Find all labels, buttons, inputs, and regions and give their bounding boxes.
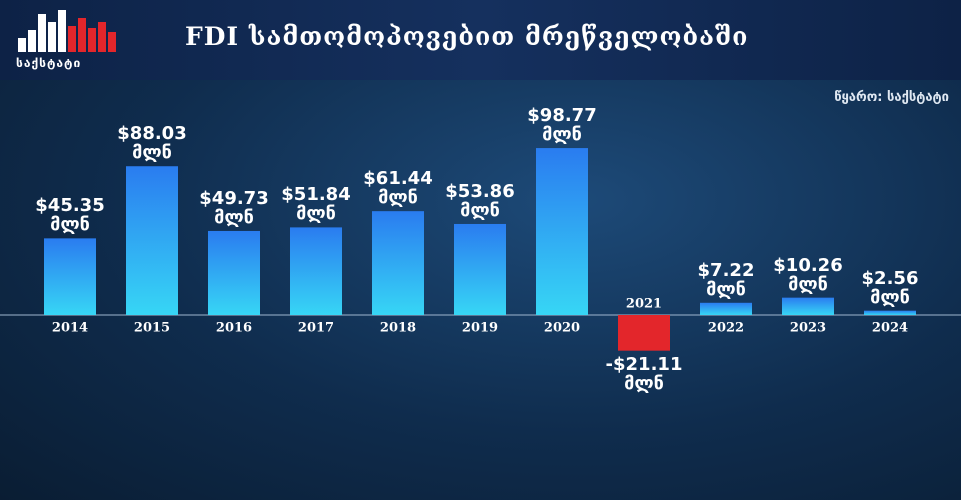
- x-tick-label: 2020: [544, 321, 580, 336]
- value-label: $7.22 მლნ: [697, 259, 755, 300]
- x-tick-label: 2015: [134, 321, 170, 336]
- x-tick-label: 2022: [708, 321, 744, 336]
- chart-title: FDI სამთომოპოვებით მრეწველობაში: [185, 22, 749, 51]
- value-label: $45.35 მლნ: [35, 195, 105, 236]
- source-note: წყარო: საქსტატი: [834, 90, 949, 105]
- bar: [290, 227, 342, 315]
- bar: [700, 302, 752, 315]
- value-label: $10.26 მლნ: [773, 254, 843, 295]
- x-tick-label: 2019: [462, 321, 498, 336]
- header-bar: საქსტატი FDI სამთომოპოვებით მრეწველობაში: [0, 0, 961, 80]
- bar: [454, 223, 506, 315]
- value-label: -$21.11 მლნ: [605, 353, 683, 394]
- bar: [782, 297, 834, 315]
- bar: [126, 166, 178, 315]
- value-label: $2.56 მლნ: [861, 267, 919, 308]
- x-tick-label: 2018: [380, 321, 416, 336]
- x-tick-label: 2021: [626, 297, 662, 312]
- value-label: $88.03 მლნ: [117, 123, 187, 164]
- bar: [864, 310, 916, 315]
- value-label: $51.84 მლნ: [281, 184, 351, 225]
- x-tick-label: 2024: [872, 321, 908, 336]
- bar: [208, 230, 260, 315]
- x-tick-label: 2014: [52, 321, 88, 336]
- value-label: $49.73 მლნ: [199, 187, 269, 228]
- bar: [536, 148, 588, 315]
- x-tick-label: 2016: [216, 321, 252, 336]
- bar: [618, 315, 670, 351]
- x-tick-label: 2017: [298, 321, 334, 336]
- x-tick-label: 2023: [790, 321, 826, 336]
- bar: [372, 211, 424, 315]
- logo-text: საქსტატი: [16, 56, 82, 70]
- value-label: $98.77 მლნ: [527, 105, 597, 146]
- logo-icon: [18, 10, 116, 52]
- bar: [44, 238, 96, 315]
- value-label: $53.86 მლნ: [445, 180, 515, 221]
- value-label: $61.44 მლნ: [363, 168, 433, 209]
